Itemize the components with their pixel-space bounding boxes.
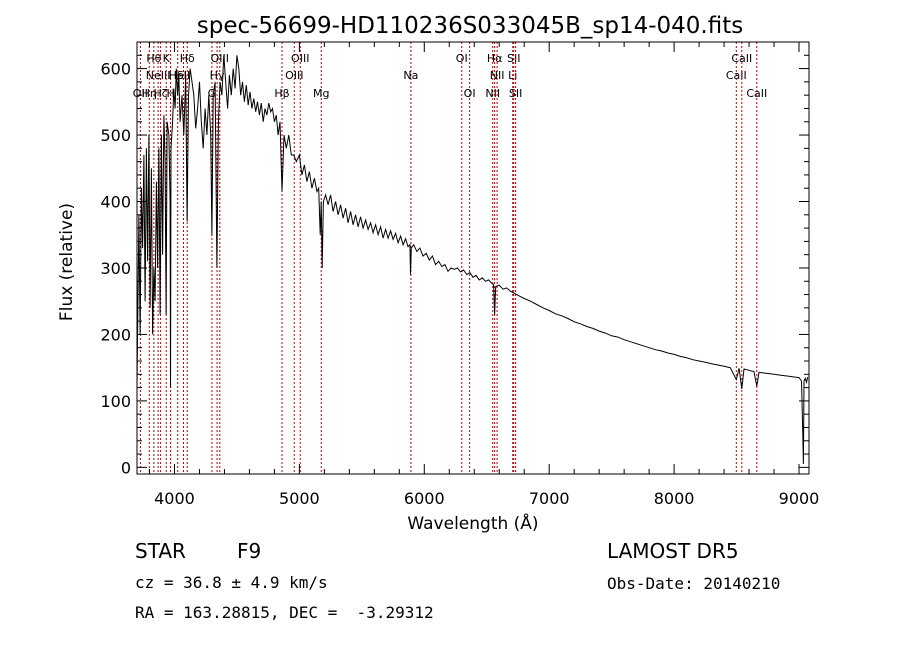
spectrum-line-0 xyxy=(136,55,809,465)
line-marker-label-27: CaII xyxy=(731,52,752,65)
y-tick-label-0: 0 xyxy=(121,458,131,477)
y-tick-label-1: 100 xyxy=(100,392,131,411)
coordinates-text: RA = 163.28815, DEC = -3.29312 xyxy=(135,603,434,622)
redshift-text: cz = 36.8 ± 4.9 km/s xyxy=(135,573,328,592)
line-marker-label-10: G xyxy=(208,87,217,100)
x-tick-label-5: 9000 xyxy=(779,489,820,508)
line-marker-label-6: H xyxy=(166,87,174,100)
plot-frame xyxy=(136,41,810,475)
chart-title: spec-56699-HD110236S033045B_sp14-040.fit… xyxy=(197,13,743,39)
line-marker-label-26: CaII xyxy=(726,69,747,82)
x-axis-label: Wavelength (Å) xyxy=(407,512,538,534)
line-marker-label-22: NII xyxy=(490,69,505,82)
x-tick-label-1: 5000 xyxy=(279,489,320,508)
x-tick-label-2: 6000 xyxy=(404,489,445,508)
y-tick-label-6: 600 xyxy=(100,60,131,79)
line-marker-label-12: OIII xyxy=(211,52,229,65)
x-tick-label-0: 4000 xyxy=(154,489,195,508)
line-marker-label-24: SII xyxy=(507,52,520,65)
line-marker-label-21: Hα xyxy=(487,52,503,65)
line-marker-label-5: K xyxy=(163,52,171,65)
line-marker-label-9: Hδ xyxy=(180,52,195,65)
y-tick-label-3: 300 xyxy=(100,259,131,278)
line-marker-label-14: OIII xyxy=(285,69,303,82)
line-marker-label-16: Mg xyxy=(313,87,329,100)
line-marker-label-17: Na xyxy=(403,69,418,82)
line-marker-label-19: OI xyxy=(464,87,476,100)
line-marker-label-13: Hβ xyxy=(274,87,289,100)
obs-date-text: Obs-Date: 20140210 xyxy=(607,574,781,593)
y-tick-label-4: 400 xyxy=(100,193,131,212)
x-tick-label-4: 8000 xyxy=(654,489,695,508)
line-marker-label-1: Hη xyxy=(142,87,157,100)
line-marker-label-28: CaII xyxy=(746,87,767,100)
survey-name: LAMOST DR5 xyxy=(607,539,739,563)
y-axis-label: Flux (relative) xyxy=(57,203,77,321)
line-marker-label-11: Hγ xyxy=(210,69,225,82)
line-marker-label-15: OIII xyxy=(291,52,309,65)
line-marker-label-23: Li xyxy=(508,69,517,82)
axes: 4000 5000 6000 7000 8000 9000 0 100 200 300 400 500… xyxy=(100,42,819,508)
x-tick-label-3: 7000 xyxy=(529,489,570,508)
object-class: STAR xyxy=(135,539,186,563)
spectral-subclass: F9 xyxy=(237,539,262,563)
line-marker-label-20: NII xyxy=(485,87,500,100)
spectrum-series xyxy=(136,55,809,465)
line-marker-label-2: Hθ xyxy=(146,52,161,65)
y-tick-label-5: 500 xyxy=(100,126,131,145)
line-marker-label-4: Hζ xyxy=(153,87,167,100)
line-marker-label-25: SII xyxy=(509,87,522,100)
line-marker-label-18: OI xyxy=(456,52,468,65)
line-marker-label-3: NeIII xyxy=(146,69,171,82)
y-tick-label-2: 200 xyxy=(100,325,131,344)
line-marker-label-7: HeI xyxy=(169,69,187,82)
